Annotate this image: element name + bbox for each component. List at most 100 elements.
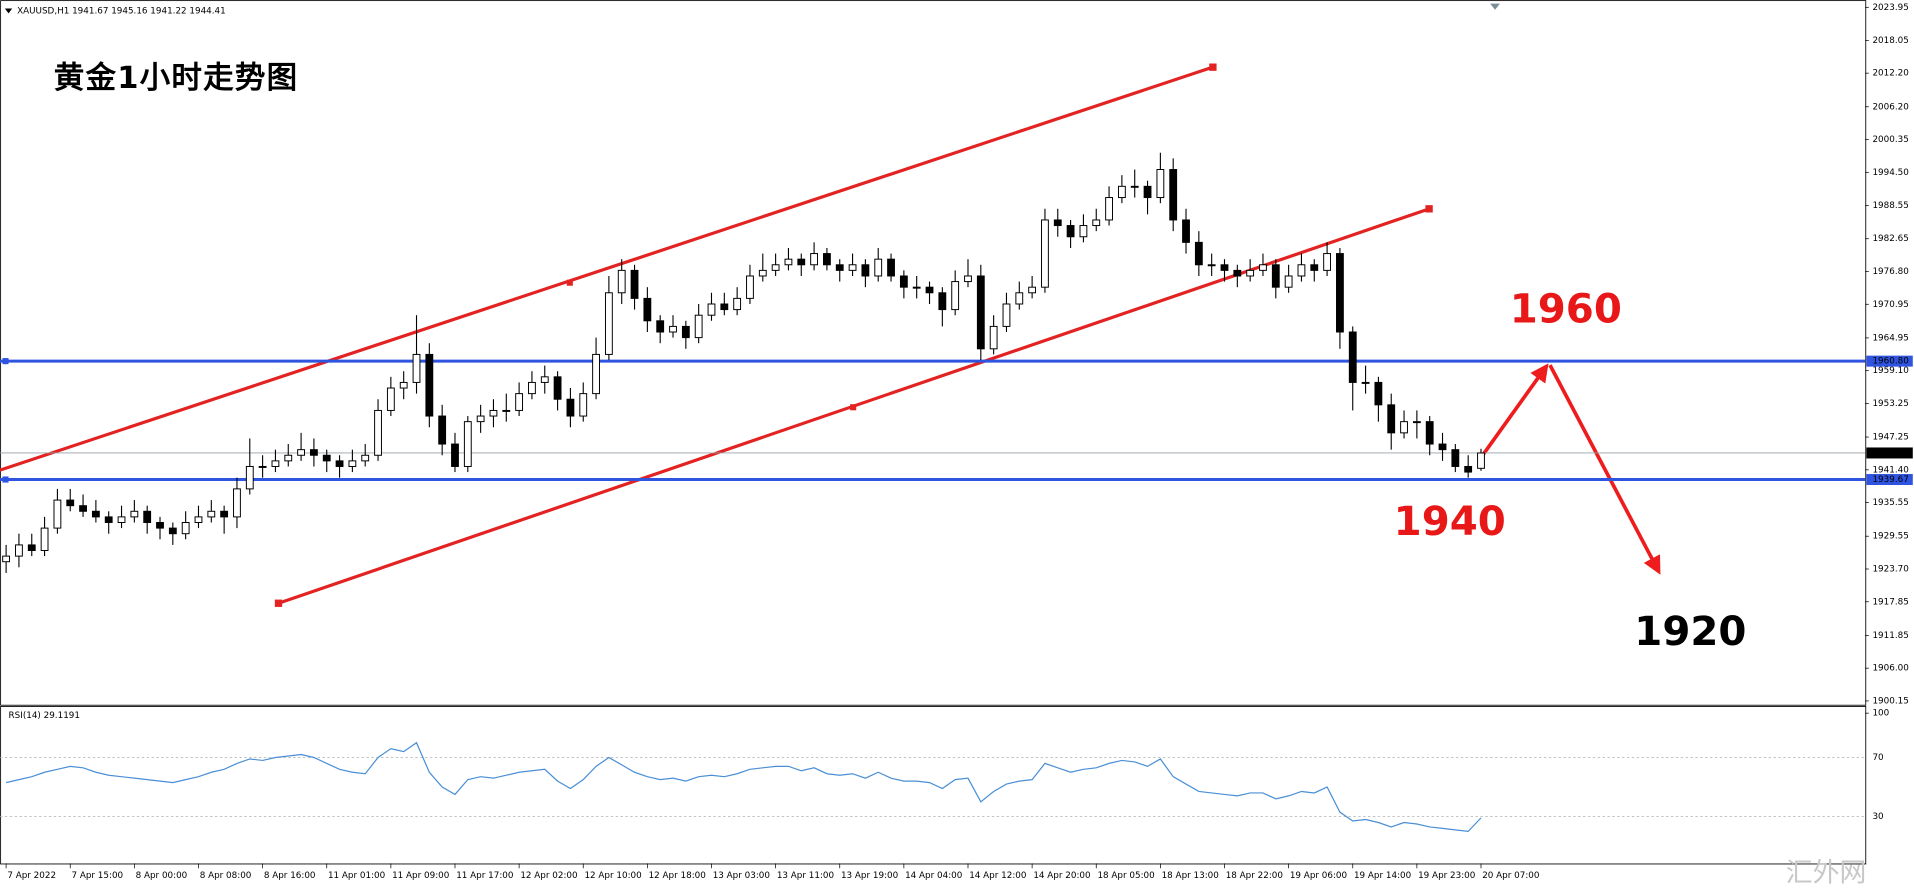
candle-body — [797, 258, 806, 266]
level-anchor — [2, 358, 9, 365]
candle-body — [823, 253, 831, 266]
candle-body — [1438, 443, 1447, 451]
candle-body — [617, 269, 626, 294]
shift-marker — [1490, 3, 1500, 10]
x-tick-label: 7 Apr 15:00 — [71, 871, 123, 881]
candle-body — [861, 264, 870, 277]
anchor — [566, 279, 573, 286]
candle-body — [989, 325, 998, 350]
candles — [2, 152, 1485, 573]
y-tick-label: 1982.65 — [1872, 234, 1908, 244]
candle-body — [540, 376, 549, 383]
candle-body — [771, 264, 780, 271]
candle-body — [835, 264, 844, 271]
candle-body — [630, 269, 639, 299]
candle-body — [463, 421, 472, 467]
x-tick-label: 12 Apr 18:00 — [649, 871, 706, 881]
candle-body — [310, 449, 318, 456]
candle-body — [1156, 169, 1165, 199]
x-tick-label: 8 Apr 00:00 — [136, 871, 188, 881]
candle-body — [810, 253, 818, 266]
x-tick-label: 12 Apr 02:00 — [520, 871, 577, 881]
x-tick-label: 19 Apr 06:00 — [1290, 871, 1347, 881]
candle-body — [1169, 169, 1178, 221]
candle-body — [374, 409, 382, 456]
candle-body — [874, 258, 883, 277]
y-tick-label: 1906.00 — [1872, 664, 1908, 674]
y-tick-label: 2018.05 — [1872, 36, 1908, 46]
candle-body — [848, 264, 857, 271]
last-price-label: 1944.41 — [1872, 448, 1908, 458]
rsi-line — [5, 741, 1482, 833]
candle-body — [451, 443, 459, 467]
candle-body — [604, 292, 613, 355]
symbol-header: XAUUSD,H1 1941.67 1945.16 1941.22 1944.4… — [17, 6, 226, 16]
x-tick-label: 7 Apr 2022 — [7, 871, 56, 881]
candle-body — [1220, 264, 1229, 271]
candle-body — [720, 303, 729, 311]
candle-body — [528, 381, 536, 395]
candle-body — [502, 409, 511, 412]
candle-body — [1284, 275, 1293, 288]
candle-body — [1271, 264, 1280, 288]
x-tick-label: 8 Apr 08:00 — [200, 871, 252, 881]
y-tick-label: 1900.15 — [1872, 696, 1908, 706]
menu-arrow — [4, 8, 13, 14]
candle-body — [476, 415, 485, 423]
candle-body — [1117, 185, 1126, 199]
candle-body — [1310, 264, 1319, 271]
candle-body — [156, 522, 164, 529]
candle-body — [951, 281, 960, 311]
y-tick-label: 1994.50 — [1872, 168, 1908, 178]
candle-body — [335, 460, 344, 467]
candle-body — [1297, 264, 1306, 277]
candle-body — [669, 325, 677, 333]
candle-body — [181, 522, 190, 535]
y-tick-label: 2006.20 — [1872, 102, 1908, 112]
candle-body — [207, 510, 216, 518]
x-tick-label: 11 Apr 17:00 — [456, 871, 513, 881]
candle-body — [412, 353, 421, 383]
candle-body — [1412, 421, 1421, 424]
y-tick-label: 2012.20 — [1872, 69, 1908, 79]
trend-line — [0, 65, 1214, 472]
candle-body — [130, 510, 139, 518]
candle-body — [233, 488, 241, 518]
x-tick-label: 14 Apr 04:00 — [905, 871, 962, 881]
y-tick-label: 2023.95 — [1872, 3, 1908, 13]
arrow-down — [1548, 364, 1661, 575]
x-tick-label: 14 Apr 20:00 — [1033, 871, 1090, 881]
candle-body — [1336, 253, 1344, 333]
candle-body — [1182, 219, 1190, 243]
y-tick-label: 1988.55 — [1872, 201, 1908, 211]
y-tick-label: 1941.40 — [1872, 465, 1908, 475]
candle-body — [399, 381, 408, 389]
x-tick-label: 11 Apr 01:00 — [328, 871, 385, 881]
y-tick-label: 1970.95 — [1872, 300, 1908, 310]
candle-body — [1053, 219, 1062, 227]
candle-body — [1323, 253, 1332, 271]
candle-body — [143, 510, 152, 523]
x-tick-label: 13 Apr 11:00 — [777, 871, 834, 881]
candle-body — [733, 297, 742, 311]
y-tick-label: 1959.10 — [1872, 366, 1908, 376]
forecast-arrows — [1480, 363, 1661, 575]
level-label: 1960.80 — [1872, 357, 1908, 367]
candle-body — [784, 258, 793, 266]
candle-body — [746, 275, 754, 299]
candle-body — [964, 275, 972, 283]
candle-body — [425, 353, 434, 417]
candle-body — [194, 516, 203, 523]
candle-body — [220, 510, 229, 518]
candle-body — [912, 286, 921, 289]
candle-body — [117, 516, 126, 523]
chart-title: 黄金1小时走势图 — [54, 60, 299, 96]
x-tick-label: 19 Apr 23:00 — [1418, 871, 1475, 881]
candle-body — [1066, 225, 1075, 238]
x-tick-label: 14 Apr 12:00 — [969, 871, 1026, 881]
x-tick-label: 12 Apr 10:00 — [584, 871, 641, 881]
anchor — [1209, 63, 1217, 71]
candle-body — [925, 286, 934, 294]
trend-channel — [0, 63, 1433, 607]
